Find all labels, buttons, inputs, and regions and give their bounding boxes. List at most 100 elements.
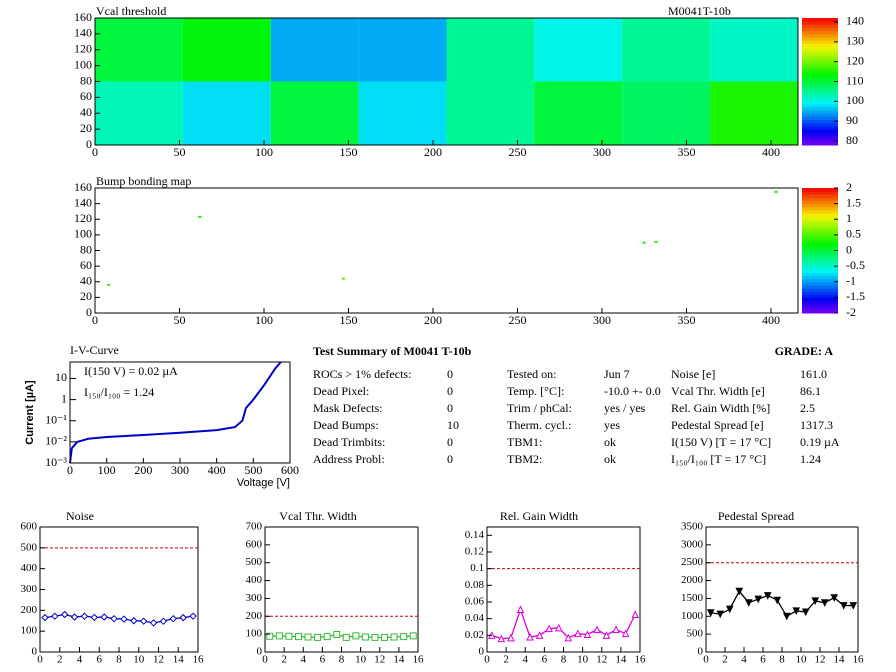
palette-label: 100 (846, 93, 864, 107)
palette-band (802, 65, 838, 70)
palette-band (802, 116, 838, 121)
summary-value: yes / yes (604, 401, 646, 415)
data-point (830, 594, 839, 602)
x-tick-label: 4 (301, 654, 307, 666)
x-tick-label: 10 (133, 654, 145, 666)
data-point (51, 612, 59, 620)
data-point (754, 595, 763, 604)
bump-point (774, 190, 778, 193)
data-point (744, 599, 753, 607)
palette-band (802, 231, 838, 236)
data-point (275, 632, 283, 640)
summary-label: Rel. Gain Width [%] (671, 401, 770, 415)
y-tick-label: 0 (86, 305, 92, 319)
y-tick-label: 20 (80, 121, 92, 135)
data-point (839, 602, 848, 610)
data-point (381, 633, 389, 641)
y-tick-label: 1000 (681, 610, 704, 622)
x-tick-label: 50 (173, 145, 185, 159)
x-tick-label: 150 (339, 145, 357, 159)
y-tick-label: 60 (80, 89, 92, 103)
data-point (189, 612, 197, 620)
x-tick-label: 400 (762, 145, 780, 159)
x-tick-label: 8 (561, 654, 567, 666)
summary-label: Dead Trimbits: (313, 435, 385, 449)
summary-label: Tested on: (507, 367, 556, 381)
bump-point (341, 277, 345, 280)
data-point (179, 613, 187, 622)
series-line (44, 613, 194, 624)
x-tick-label: 100 (255, 313, 273, 327)
palette-band (802, 281, 838, 286)
chart-title: I-V-Curve (70, 343, 119, 357)
palette-band (802, 266, 838, 270)
palette-label: 110 (846, 73, 864, 87)
x-tick-label: 14 (393, 654, 405, 666)
data-point (390, 633, 398, 641)
x-axis-label: Voltage [V] (237, 477, 290, 489)
palette-band (802, 129, 838, 133)
summary-label: Trim / phCal: (507, 401, 572, 415)
summary-label: Noise [e] (671, 367, 715, 381)
data-point (583, 630, 592, 638)
y-tick-label: 0.04 (465, 612, 485, 624)
data-point (80, 612, 89, 620)
y-tick-label: 3500 (681, 521, 704, 533)
series-line (69, 361, 282, 464)
y-tick-label: 400 (246, 574, 263, 586)
palette-label: -2 (846, 305, 856, 319)
y-tick-label: 700 (246, 521, 263, 533)
heatmap-cell (446, 18, 535, 82)
x-tick-label: 6 (320, 654, 326, 666)
palette-band (802, 222, 838, 226)
summary-value: 1317.3 (800, 418, 833, 432)
y-tick-label: 40 (80, 274, 92, 288)
data-point (169, 614, 178, 623)
chart-title: Noise (66, 509, 94, 523)
series-line (710, 590, 854, 618)
palette-band (802, 200, 838, 205)
summary-title: Test Summary of M0041 T-10b (313, 344, 472, 358)
x-tick-label: 8 (116, 654, 122, 666)
palette-band (802, 294, 838, 298)
y-tick-label: 300 (246, 592, 263, 604)
summary-label: I₁₅₀/I₁₀₀ [T = 17 °C] (671, 452, 766, 466)
x-tick-label: 0 (484, 654, 490, 666)
heatmap-cell (95, 18, 183, 82)
x-tick-label: 12 (153, 654, 164, 666)
summary-value: 0 (447, 401, 453, 415)
heatmap-cell (270, 81, 359, 145)
x-tick-label: 14 (834, 654, 846, 666)
data-point (400, 633, 408, 641)
palette-band (802, 21, 838, 25)
y-tick-label: 10⁻² (45, 434, 67, 448)
y-tick-label: 10⁻³ (45, 455, 67, 469)
x-tick-label: 6 (97, 654, 103, 666)
x-tick-label: 200 (424, 313, 442, 327)
chart-title: Vcal Thr. Width (279, 509, 356, 523)
y-tick-label: 140 (74, 195, 92, 209)
y-tick-label: 2000 (681, 574, 704, 586)
bump-point (654, 240, 658, 243)
chart-subtitle: M0041T-10b (668, 4, 731, 18)
summary-value: 161.0 (800, 367, 827, 381)
palette-band (802, 59, 838, 63)
data-point (631, 610, 640, 618)
palette-band (802, 219, 838, 223)
heatmap-cell (710, 81, 798, 145)
data-point (323, 633, 331, 641)
data-point (593, 625, 601, 633)
x-tick-label: 0 (67, 463, 73, 477)
y-tick-label: 500 (246, 556, 263, 568)
palette-label: -0.5 (846, 258, 865, 272)
heatmap-cell (710, 18, 798, 82)
summary-label: Therm. cycl.: (507, 418, 571, 432)
palette-label: 120 (846, 53, 864, 67)
palette-band (802, 106, 838, 111)
heatmap-cell (270, 18, 359, 82)
palette-band (802, 18, 838, 22)
x-tick-label: 350 (677, 145, 695, 159)
bump-point (107, 283, 111, 286)
y-tick-label: 300 (21, 583, 38, 595)
x-tick-label: 12 (815, 654, 826, 666)
